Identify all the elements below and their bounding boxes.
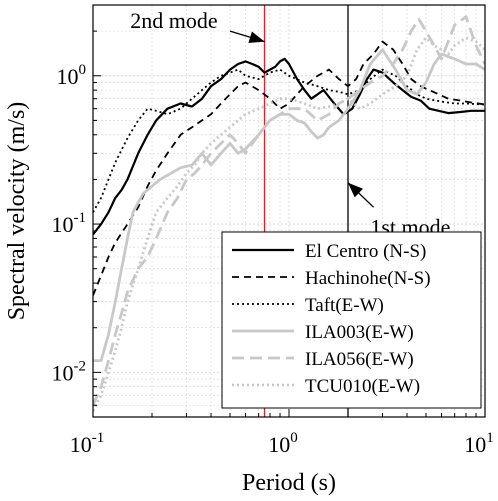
y-tick-label: 100 bbox=[57, 62, 87, 89]
tick-labels: 10-1 100 101 10-2 10-1 100 bbox=[52, 62, 494, 457]
y-tick-label: 10-2 bbox=[52, 358, 87, 385]
y-axis-label: Spectral velocity (m/s) bbox=[4, 102, 30, 321]
legend: El Centro (N-S) Hachinohe(N-S) Taft(E-W) IL… bbox=[221, 231, 482, 409]
x-tick-label: 100 bbox=[268, 430, 298, 457]
legend-label: ILA056(E-W) bbox=[305, 349, 414, 370]
legend-label: El Centro (N-S) bbox=[305, 241, 426, 262]
arrowhead bbox=[348, 182, 363, 198]
series-line-3 bbox=[93, 68, 485, 213]
legend-box bbox=[221, 231, 482, 409]
series-line-1 bbox=[93, 57, 485, 236]
annotation-label-1: 2nd mode bbox=[130, 8, 217, 33]
x-axis-label: Period (s) bbox=[242, 470, 336, 496]
series-line-6 bbox=[93, 36, 485, 412]
series-group bbox=[93, 15, 485, 412]
legend-label: ILA003(E-W) bbox=[305, 322, 414, 343]
legend-label: TCU010(E-W) bbox=[305, 376, 420, 397]
ticks bbox=[93, 30, 477, 417]
series-line-4 bbox=[93, 48, 485, 363]
arrowhead bbox=[248, 31, 265, 43]
series-line-2 bbox=[93, 40, 485, 296]
x-tick-label: 101 bbox=[464, 430, 494, 457]
legend-label: Taft(E-W) bbox=[305, 295, 384, 316]
series-line-5 bbox=[93, 15, 485, 406]
legend-label: Hachinohe(N-S) bbox=[305, 268, 431, 289]
y-tick-label: 10-1 bbox=[52, 210, 87, 237]
x-tick-label: 10-1 bbox=[70, 430, 105, 457]
